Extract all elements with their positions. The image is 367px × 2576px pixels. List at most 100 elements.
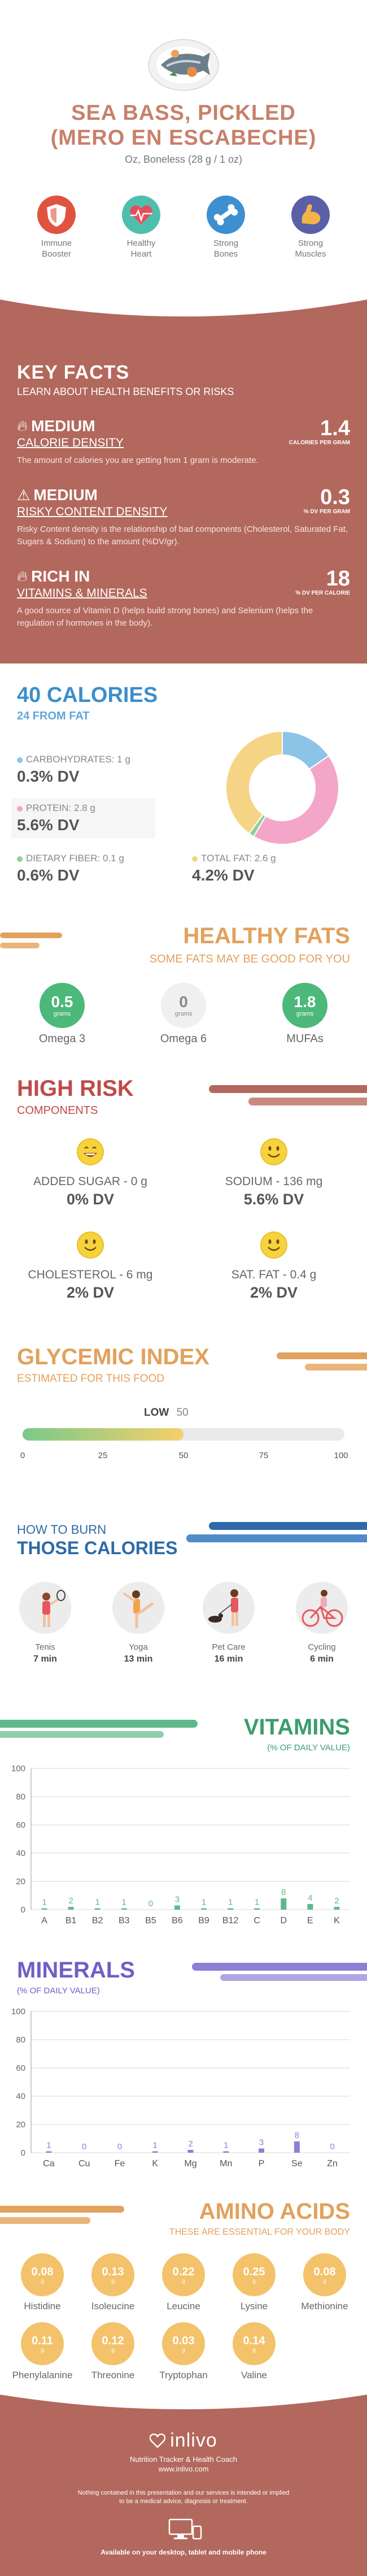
x-tick-label: B1 xyxy=(65,1916,77,1926)
high-risk-title: HIGH RISK xyxy=(17,1076,134,1101)
bar-b1 xyxy=(68,1907,74,1910)
amino-badge: 0.08 g xyxy=(21,2253,64,2296)
x-tick-label: K xyxy=(152,2159,158,2169)
carbs-dot xyxy=(17,757,23,763)
benefit-label: Immune Booster xyxy=(41,238,72,259)
benefit-heart: Healthy Heart xyxy=(110,195,172,259)
fact-description: Risky Content density is the relationshi… xyxy=(17,524,348,547)
fact-vitamins-minerals: 🔥︎ RICH IN VITAMINS & MINERALS 18 % DV P… xyxy=(17,567,350,630)
tennis-player-icon xyxy=(19,1582,71,1634)
amino-ribbon xyxy=(0,2206,124,2224)
amino-name: Histidine xyxy=(24,2301,61,2312)
brand-logo[interactable]: inlivo xyxy=(150,2430,217,2452)
brand-tagline: Nutrition Tracker & Health Coach xyxy=(129,2455,238,2464)
risk-cholesterol: CHOLESTEROL - 6 mg 2% DV xyxy=(17,1231,164,1302)
bar-value-label: 0 xyxy=(330,2142,334,2152)
bar-b3 xyxy=(121,1908,127,1910)
glycemic-tick: 50 xyxy=(178,1451,189,1460)
fact-description: The amount of calories you are getting f… xyxy=(17,456,259,465)
amino-acids-subtitle: THESE ARE ESSENTIAL FOR YOUR BODY xyxy=(169,2227,350,2237)
glycemic-subtitle: ESTIMATED FOR THIS FOOD xyxy=(17,1373,165,1385)
fat-name: Omega 3 xyxy=(38,1033,86,1045)
donut-slice-protein xyxy=(252,754,339,845)
healthy-fats-subtitle: SOME FATS MAY BE GOOD FOR YOU xyxy=(149,953,350,965)
activity-time: 13 min xyxy=(124,1654,153,1664)
risk-sat-fat: SAT. FAT - 0.4 g 2% DV xyxy=(200,1231,347,1302)
bar-c xyxy=(254,1908,260,1910)
amino-badge: 0.11 g xyxy=(21,2322,64,2365)
fat-omega6: 0 grams Omega 6 xyxy=(150,983,217,1046)
healthy-fats-section: HEALTHY FATS SOME FATS MAY BE GOOD FOR Y… xyxy=(0,918,367,1070)
activity-name: Yoga xyxy=(129,1642,148,1652)
bar-value-label: 1 xyxy=(255,1898,259,1907)
fat-name: MUFAs xyxy=(286,1033,324,1045)
y-tick-label: 80 xyxy=(16,2035,25,2045)
bar-value-label: 0 xyxy=(148,1899,153,1909)
bar-value-label: 0 xyxy=(117,2142,122,2152)
glycemic-bar-fill xyxy=(23,1428,184,1441)
amino-badge: 0.03 g xyxy=(162,2322,205,2365)
benefit-bones: Strong Bones xyxy=(195,195,257,259)
bar-e xyxy=(307,1904,313,1910)
protein-dot xyxy=(17,805,23,812)
fat-badge: 0 grams xyxy=(161,983,206,1028)
y-tick-label: 60 xyxy=(16,2063,25,2073)
laughing-face-icon xyxy=(77,1138,104,1165)
activity-name: Tenis xyxy=(35,1642,55,1652)
amino-name: Tryptophan xyxy=(159,2370,208,2380)
availability-note: Available on your desktop, tablet and mo… xyxy=(101,2548,266,2556)
amino-histidine: 0.08 g Histidine xyxy=(11,2253,73,2312)
smiling-face-icon xyxy=(260,1231,287,1259)
bar-value-label: 1 xyxy=(46,2141,51,2150)
fact-risky-content: ⚠︎ MEDIUM RISKY CONTENT DENSITY 0.3 % DV… xyxy=(17,486,350,548)
risk-label: ADDED SUGAR - 0 g xyxy=(33,1175,147,1188)
website-link[interactable]: www.inlivo.com xyxy=(158,2465,209,2473)
bar-b6 xyxy=(174,1905,180,1910)
macro-value: 0.6% DV xyxy=(17,866,80,884)
y-tick-label: 20 xyxy=(16,1877,25,1887)
high-risk-section: HIGH RISK COMPONENTS ADDED SUGAR - 0 g 0… xyxy=(0,1070,367,1333)
x-tick-label: A xyxy=(41,1916,47,1926)
x-tick-label: D xyxy=(281,1916,287,1926)
vitamins-subtitle: (% OF DAILY VALUE) xyxy=(267,1743,350,1753)
smiling-face-icon xyxy=(260,1138,287,1165)
x-tick-label: B12 xyxy=(222,1916,239,1926)
serving-size: Oz, Boneless (28 g / 1 oz) xyxy=(124,154,243,165)
amino-threonine: 0.12 g Threonine xyxy=(82,2322,144,2381)
title-line-2: (MERO EN ESCABECHE) xyxy=(50,126,317,150)
fact-description: A good source of Vitamin D (helps build … xyxy=(17,606,313,628)
page-title: SEA BASS, PICKLED (MERO EN ESCABECHE) xyxy=(0,101,367,150)
devices-icon xyxy=(0,2518,367,2544)
fact-level: MEDIUM xyxy=(33,486,98,504)
fact-value: 0.3 % DV PER GRAM xyxy=(303,485,350,515)
bar-ca xyxy=(46,2151,52,2153)
bar-b9 xyxy=(201,1908,207,1910)
bar-value-label: 1 xyxy=(122,1898,126,1907)
activity-yoga: Yoga 13 min xyxy=(104,1582,172,1664)
key-facts-subtitle: LEARN ABOUT HEALTH BENEFITS OR RISKS xyxy=(17,386,234,397)
glycemic-tick: 100 xyxy=(334,1451,348,1460)
x-tick-label: E xyxy=(307,1916,313,1926)
macro-carbs: CARBOHYDRATES: 1 g 0.3% DV xyxy=(17,754,130,785)
bar-k xyxy=(334,1907,340,1910)
smiling-face-icon xyxy=(77,1231,104,1259)
wave-divider xyxy=(0,2390,367,2409)
bar-value-label: 2 xyxy=(68,1896,73,1906)
minerals-ribbon xyxy=(192,1963,367,1981)
amino-badge: 0.14 g xyxy=(233,2322,276,2365)
bar-d xyxy=(281,1898,287,1910)
risk-value: 5.6% DV xyxy=(243,1191,304,1208)
x-tick-label: Zn xyxy=(327,2159,338,2169)
x-tick-label: Fe xyxy=(115,2159,125,2169)
risk-value: 2% DV xyxy=(250,1284,298,1301)
x-tick-label: Mg xyxy=(184,2159,196,2169)
fat-badge: 1.8 grams xyxy=(282,983,327,1028)
macro-protein: PROTEIN: 2.8 g 5.6% DV xyxy=(11,798,155,839)
activity-time: 7 min xyxy=(33,1654,57,1664)
amino-badge: 0.25 g xyxy=(233,2253,276,2296)
fact-name: VITAMINS & MINERALS xyxy=(17,587,147,600)
bar-value-label: 3 xyxy=(259,2138,264,2148)
bar-se xyxy=(294,2141,300,2153)
title-line-1: SEA BASS, PICKLED xyxy=(71,101,296,125)
amino-name: Methionine xyxy=(301,2301,348,2312)
